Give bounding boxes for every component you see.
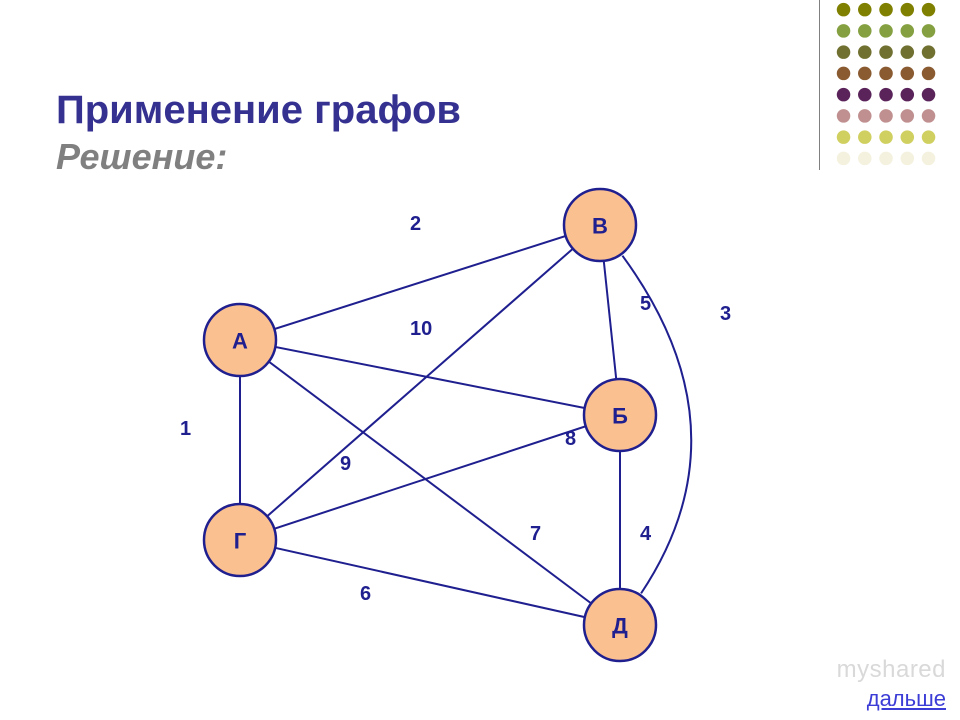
graph-edge: [240, 340, 620, 415]
watermark: myshared: [837, 656, 946, 684]
graph-node-label: Д: [612, 614, 628, 639]
graph-edge-weight: 2: [410, 213, 421, 235]
graph-edge-weight: 6: [360, 583, 371, 605]
slide-subtitle: Решение:: [56, 136, 227, 178]
slide-root: Применение графов Решение: А В Б Г Д 1 2 3 4 5 6 7 8…: [0, 0, 960, 720]
graph-edge-weight: 9: [340, 453, 351, 475]
graph-edge-weight: 1: [180, 418, 191, 440]
graph-node-label: Б: [612, 404, 628, 429]
slide-title: Применение графов: [56, 88, 461, 133]
decor-dots: [832, 0, 942, 170]
graph-edge: [240, 225, 600, 540]
graph-diagram: А В Б Г Д 1 2 3 4 5 6 7 8 9 10: [140, 180, 780, 680]
graph-edge-weight: 3: [720, 303, 731, 325]
graph-edge-weight: 5: [640, 293, 651, 315]
graph-edge-weight: 10: [410, 318, 432, 340]
graph-edge-weight: 7: [530, 523, 541, 545]
next-link[interactable]: дальше: [867, 686, 946, 712]
graph-node-label: Г: [234, 529, 247, 554]
graph-node-label: А: [232, 329, 248, 354]
graph-edge: [240, 415, 620, 540]
graph-node-label: В: [592, 214, 608, 239]
graph-edge-weight: 4: [640, 523, 652, 545]
decor-vline: [819, 0, 821, 170]
graph-edge-weight: 8: [565, 428, 576, 450]
